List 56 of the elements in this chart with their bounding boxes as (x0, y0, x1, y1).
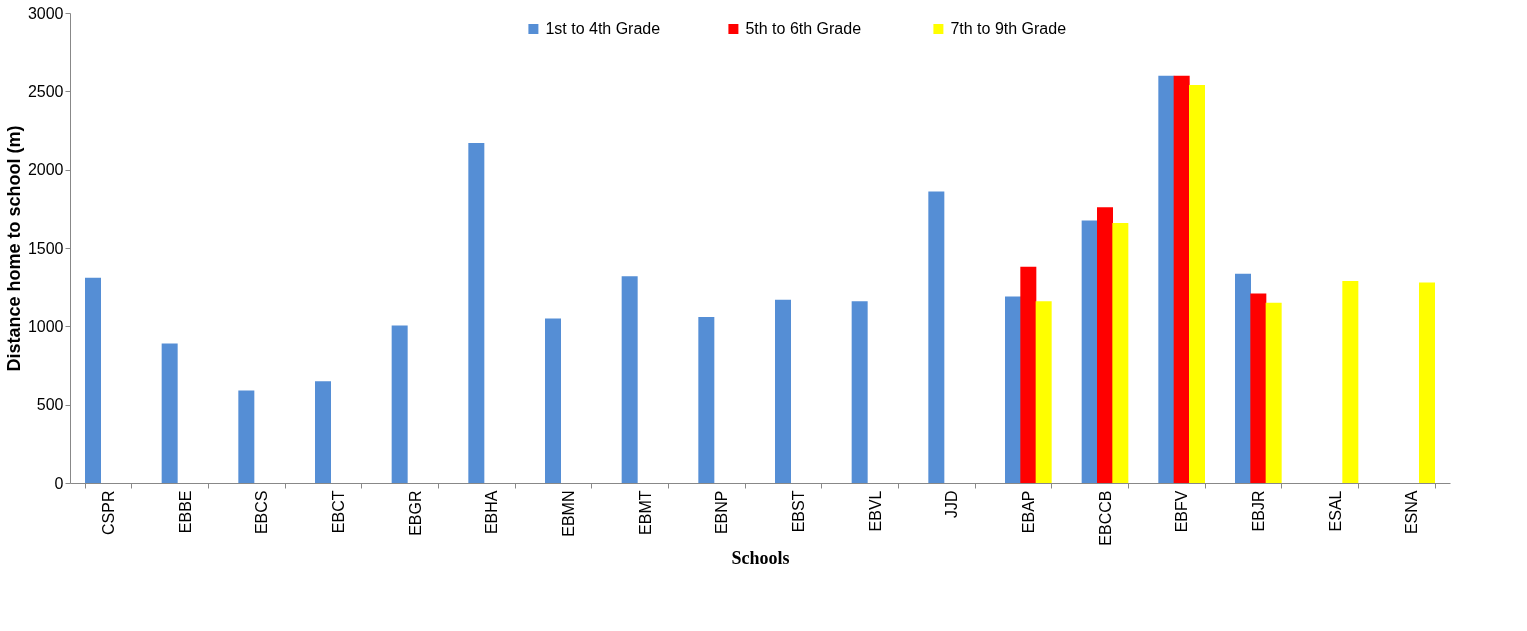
bar (1419, 282, 1435, 483)
bar (238, 390, 255, 483)
bar (1250, 293, 1267, 483)
legend-label: 5th to 6th Grade (745, 20, 862, 37)
bar (621, 276, 638, 483)
y-tick-label: 0 (54, 474, 64, 492)
x-tick-label: EBVL (866, 490, 884, 532)
x-tick-label: EBCS (253, 490, 271, 535)
y-tick-label: 1500 (27, 239, 64, 257)
bar (928, 191, 945, 483)
x-tick-label: EBCT (329, 490, 347, 534)
x-tick-label: JJD (943, 490, 961, 519)
bar (468, 143, 485, 483)
x-tick-label: EBBE (176, 490, 194, 534)
x-tick-label: EBCCB (1096, 490, 1114, 546)
y-axis-title: Distance home to school (m) (3, 125, 24, 372)
x-tick-label: EBAP (1019, 490, 1037, 534)
x-tick-label: ESNA (1403, 490, 1421, 535)
bar (1158, 75, 1175, 483)
bar (1265, 302, 1282, 483)
bar (1097, 207, 1113, 483)
y-tick-label: 500 (36, 396, 64, 414)
bar (315, 381, 331, 483)
bar (1189, 85, 1205, 483)
bar (1112, 222, 1129, 483)
bar (698, 316, 715, 483)
bar (1235, 273, 1251, 483)
x-tick-label: ESAL (1326, 490, 1344, 532)
legend-label: 7th to 9th Grade (950, 20, 1067, 37)
bar (85, 277, 101, 483)
x-tick-label: EBJR (1249, 490, 1267, 532)
x-tick-label: EBST (789, 490, 807, 533)
x-tick-label: EBGR (406, 490, 424, 536)
bar (1005, 296, 1021, 483)
x-tick-label: CSPR (99, 490, 117, 535)
y-tick-label: 3000 (27, 4, 64, 22)
legend-label: 1st to 4th Grade (545, 20, 661, 37)
bar (1342, 280, 1359, 483)
bar (1173, 75, 1190, 483)
bar (545, 318, 561, 483)
y-tick-label: 1000 (27, 317, 64, 335)
x-tick-label: EBFV (1173, 490, 1191, 533)
x-tick-label: EBMT (636, 490, 654, 535)
bar (1035, 301, 1052, 483)
bar (391, 325, 408, 483)
x-tick-label: EBNP (713, 490, 731, 535)
x-tick-label: EBMN (559, 490, 577, 537)
bar (851, 301, 868, 483)
bar (161, 343, 178, 483)
x-tick-label: EBHA (483, 490, 501, 535)
y-tick-label: 2000 (27, 161, 64, 179)
bar (775, 299, 791, 483)
x-axis-title: Schools (731, 547, 790, 568)
y-tick-label: 2500 (27, 82, 64, 100)
bar (1020, 266, 1037, 483)
bar (1081, 220, 1098, 483)
